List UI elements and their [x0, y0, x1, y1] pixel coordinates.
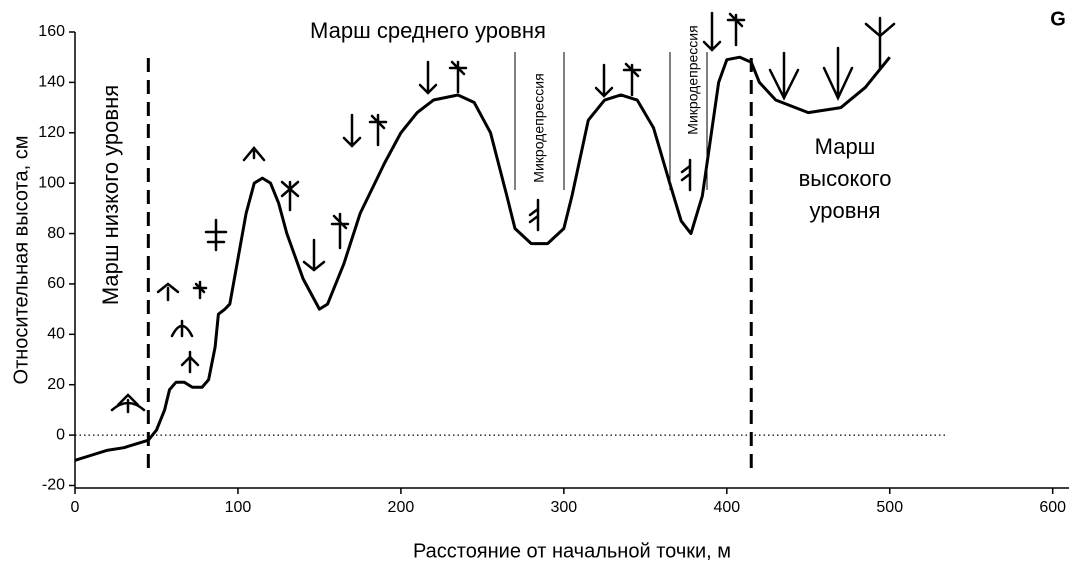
x-tick-label: 300	[551, 499, 578, 516]
x-tick-label: 0	[71, 499, 80, 516]
x-tick-label: 100	[225, 499, 252, 516]
chart: Марш среднего уровня Марш низкого уровня…	[0, 0, 1077, 572]
annotation: Микродепрессия	[531, 73, 547, 182]
y-tick-label: 0	[56, 426, 65, 443]
y-tick-label: 80	[47, 225, 65, 242]
profile-line	[75, 57, 890, 460]
annotation: уровня	[810, 198, 881, 223]
y-axis-title: Относительная высота, см	[10, 136, 32, 385]
y-tick-label: 120	[38, 124, 65, 141]
y-tick-label: 100	[38, 174, 65, 191]
x-axis-title: Расстояние от начальной точки, м	[413, 540, 731, 562]
y-tick-label: 160	[38, 23, 65, 40]
panel-label: G	[1050, 8, 1066, 30]
y-tick-label: 20	[47, 376, 65, 393]
y-tick-label: 140	[38, 74, 65, 91]
x-tick-label: 400	[713, 499, 740, 516]
annotation: Микродепрессия	[685, 25, 701, 134]
y-tick-label: 40	[47, 326, 65, 343]
y-tick-label: -20	[42, 477, 65, 494]
annotation: Марш низкого уровня	[98, 85, 123, 305]
plant-icons	[112, 13, 894, 412]
annotation: Марш среднего уровня	[310, 18, 546, 43]
annotation: Марш	[815, 134, 876, 159]
annotation: высокого	[799, 166, 892, 191]
x-tick-label: 600	[1039, 499, 1066, 516]
y-tick-label: 60	[47, 275, 65, 292]
x-tick-label: 500	[876, 499, 903, 516]
x-tick-label: 200	[388, 499, 415, 516]
